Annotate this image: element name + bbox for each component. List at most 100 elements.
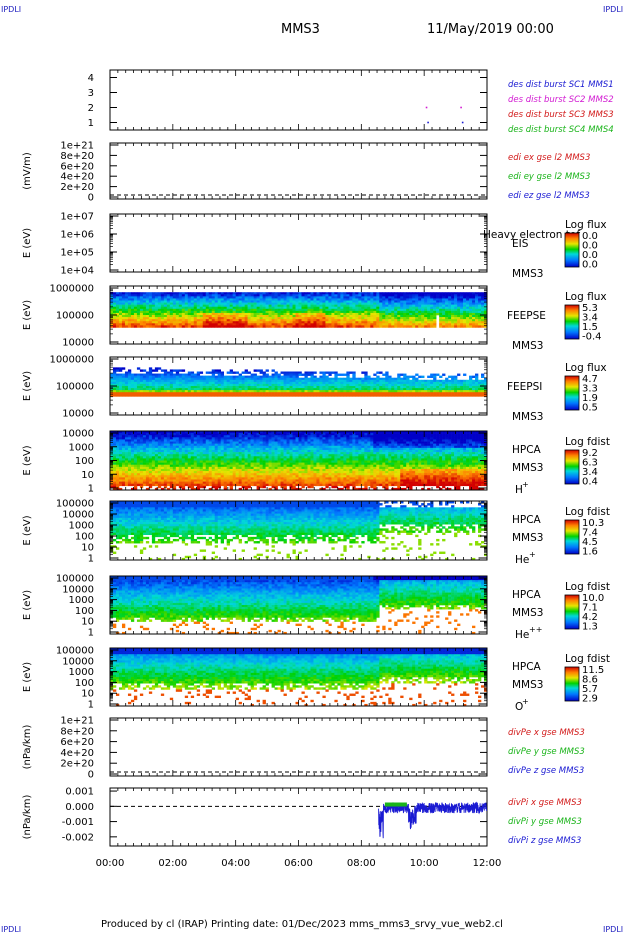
y-axis-label: E (eV) (22, 515, 33, 545)
ion-label: O (515, 701, 523, 713)
y-tick-label: 1 (88, 554, 94, 565)
y-tick-label: 2e+20 (60, 182, 94, 193)
y-tick-label: 10000 (62, 338, 94, 349)
burst-mark (461, 121, 464, 124)
spectrogram-feepse (110, 292, 488, 328)
colorbar-label: 5.7 (582, 684, 598, 695)
spectrogram-hpca_h (110, 431, 488, 491)
colorbar-label: 7.1 (582, 603, 598, 614)
y-axis-label: (mV/m) (22, 152, 33, 190)
y-tick-label: 0 (88, 193, 94, 204)
y-tick-label: 1000000 (49, 284, 94, 295)
ion-label: He (515, 554, 529, 566)
colorbar-label: 4.2 (582, 612, 598, 623)
x-tick-label: 12:00 (473, 858, 502, 869)
ion-charge-label: + (522, 480, 529, 489)
legend-entry: des dist burst SC2 MMS2 (508, 95, 614, 105)
y-axis-label: (nPa/km) (22, 725, 33, 770)
panel-burst: 4 3 2 1 des dist burst SC1 MMS1 des dist burs… (88, 69, 614, 135)
y-tick-label: -0.001 (62, 817, 94, 828)
ion-charge-label: + (529, 550, 536, 559)
colorbar (564, 449, 580, 485)
y-tick-label: 1e+21 (60, 716, 94, 727)
colorbar-label: 2.9 (582, 694, 598, 705)
spacecraft-label: MMS3 (512, 679, 543, 691)
date-title: 11/May/2019 00:00 (427, 22, 554, 37)
y-tick-label: -0.002 (62, 832, 94, 843)
panel-frame (109, 717, 488, 777)
y-tick-label: 0.000 (65, 802, 94, 813)
y-tick-label: 1000000 (49, 355, 94, 366)
spacecraft-label: MMS3 (512, 340, 543, 352)
instrument-label: EIS (512, 238, 529, 250)
ion-charge-label: + (522, 697, 529, 706)
y-tick-label: 1 (88, 700, 94, 711)
y-tick-label: 1e+06 (60, 230, 94, 241)
panel-feepsi: 1000000 100000 10000 E (eV) FEEPSI MMS3 Log fl… (22, 355, 607, 424)
colorbar-label: 5.3 (582, 303, 598, 314)
instrument-label: HPCA (512, 514, 542, 526)
legend-entry: divPi z gse MMS3 (508, 836, 581, 846)
y-tick-label: 1 (88, 118, 94, 129)
y-axis-label: E (eV) (22, 371, 33, 401)
y-tick-label: 10000 (62, 656, 94, 667)
colorbar-label: 3.4 (582, 313, 598, 324)
legend-entry: divPi x gse MMS3 (508, 798, 582, 808)
legend-entry: divPe z gse MMS3 (508, 766, 584, 776)
y-tick-label: 10000 (62, 409, 94, 420)
colorbar-label: 10.3 (582, 518, 604, 529)
legend-entry: des dist burst SC1 MMS1 (508, 80, 614, 90)
divpi-y-trace (384, 802, 407, 807)
spacecraft-label: MMS3 (512, 532, 543, 544)
legend-entry: edi ex gse l2 MMS3 (508, 153, 590, 163)
colorbar (564, 232, 580, 268)
y-tick-label: 1e+04 (60, 266, 94, 277)
legend-entry: edi ez gse l2 MMS3 (508, 191, 590, 201)
y-tick-label: 100000 (56, 646, 94, 657)
burst-mark (460, 106, 462, 109)
colorbar-label: 7.4 (582, 528, 598, 539)
colorbar-label: 10.0 (582, 593, 604, 604)
x-tick-label: 02:00 (158, 858, 187, 869)
legend-entry: divPe y gse MMS3 (508, 747, 585, 757)
colorbar-label: 0.5 (582, 403, 598, 414)
panel-frame (109, 69, 488, 131)
y-tick-label: 1e+07 (60, 212, 94, 223)
colorbar-title: Log flux (565, 291, 607, 303)
y-tick-label: 0.001 (65, 787, 94, 798)
colorbar-title: Log fdist (565, 581, 610, 593)
legend-entry: des dist burst SC3 MMS3 (508, 110, 614, 120)
colorbar-title: Log flux (565, 219, 607, 231)
instrument-label: HPCA (512, 589, 542, 601)
colorbar-label: 0.0 (582, 241, 598, 252)
colorbar-label: 1.9 (582, 393, 598, 404)
colorbar (564, 594, 580, 630)
colorbar-label: 0.0 (582, 231, 598, 242)
colorbar-label: 4.7 (582, 374, 598, 385)
y-tick-label: 100 (75, 532, 94, 543)
colorbar-label: 0.0 (582, 260, 598, 271)
y-tick-label: 1 (88, 484, 94, 495)
spacecraft-label: MMS3 (512, 462, 543, 474)
panel-frame (109, 787, 488, 847)
instrument-label: HPCA (512, 444, 542, 456)
ion-label: He (515, 629, 529, 641)
y-tick-label: 10 (81, 689, 94, 700)
y-tick-label: 3 (88, 88, 94, 99)
colorbar-label: 1.6 (582, 547, 598, 558)
instrument-label: HPCA (512, 661, 542, 673)
colorbar-label: -0.4 (582, 332, 602, 343)
colorbar-title: Log fdist (565, 436, 610, 448)
burst-mark (425, 106, 428, 109)
y-tick-label: 6e+20 (60, 737, 94, 748)
x-tick-label: 08:00 (347, 858, 376, 869)
colorbar-label: 11.5 (582, 665, 604, 676)
y-tick-label: 4e+20 (60, 748, 94, 759)
colorbar (564, 375, 580, 411)
colorbar (564, 304, 580, 340)
legend-entry: edi ey gse l2 MMS3 (508, 172, 590, 182)
y-axis-label: (nPa/km) (22, 795, 33, 840)
panel-eis: 1e+07 1e+06 1e+05 1e+04 E (eV) EIS MMS3 Heavy e… (22, 212, 607, 281)
